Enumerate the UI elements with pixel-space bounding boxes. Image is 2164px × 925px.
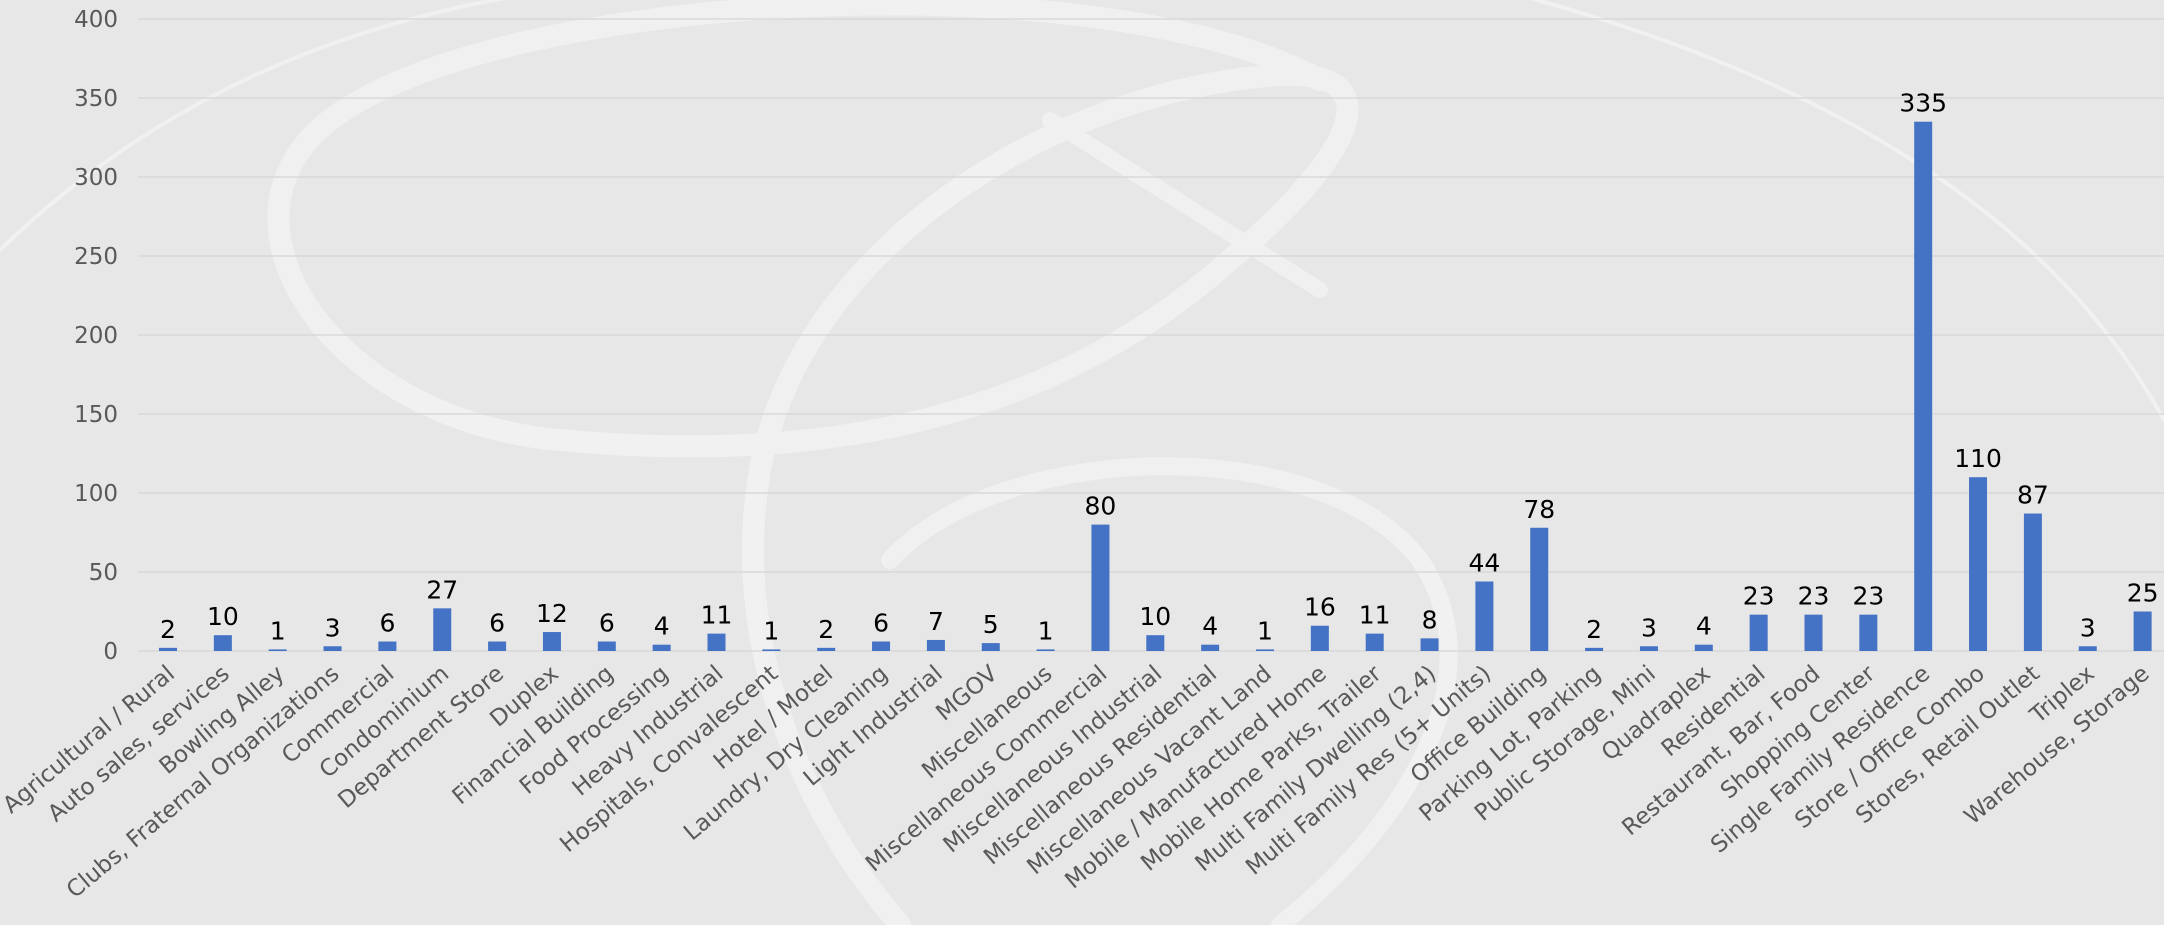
bar [652,644,671,651]
data-label: 3 [325,613,341,642]
data-label: 10 [1139,602,1171,631]
bar [1804,614,1823,651]
data-label: 23 [1743,582,1775,611]
bar [323,646,342,651]
bar [1201,644,1220,651]
data-label: 12 [536,599,568,628]
bar [1420,638,1439,651]
bars [159,121,2152,651]
bar [707,633,726,651]
bar [981,643,1000,651]
data-label: 2 [1586,615,1602,644]
bar [1530,527,1549,651]
y-tick-label: 0 [103,639,118,665]
data-label: 3 [2080,613,2096,642]
y-axis-tick-labels: 0 50 100 150 200 250 300 350 400 [74,7,118,665]
y-tick-label: 100 [74,481,118,507]
data-label: 1 [270,616,286,645]
bar [872,641,891,651]
bar [1694,644,1713,651]
bar [159,647,177,651]
data-label: 6 [599,609,615,638]
gridlines [138,18,2164,652]
data-label: 16 [1304,593,1336,622]
bar [1914,121,1933,651]
bar [1969,477,1988,651]
data-label: 4 [654,612,670,641]
bar [1585,647,1604,651]
y-tick-label: 300 [74,165,118,191]
data-label: 23 [1852,582,1884,611]
data-label: 6 [379,609,395,638]
bar [1036,649,1055,651]
data-label: 80 [1085,492,1117,521]
bar [542,632,561,651]
y-tick-label: 50 [89,560,118,586]
bar [1310,625,1329,651]
bar [1859,614,1878,651]
data-label: 2 [160,615,176,644]
data-label: 27 [426,575,458,604]
y-tick-label: 250 [74,244,118,270]
bar [1749,614,1768,651]
data-label: 1 [1257,616,1273,645]
data-label: 7 [928,607,944,636]
bar [213,635,232,651]
bar [433,608,452,651]
data-label: 335 [1899,89,1947,118]
y-tick-label: 400 [74,7,118,33]
data-label: 3 [1641,613,1657,642]
bar [378,641,397,651]
data-label: 4 [1696,612,1712,641]
bar [1146,635,1165,651]
bar [926,639,945,651]
y-tick-label: 150 [74,402,118,428]
data-label: 1 [763,616,779,645]
bar [1475,581,1494,651]
bar [597,641,616,651]
data-label: 10 [207,602,239,631]
data-label: 6 [873,609,889,638]
y-tick-label: 200 [74,323,118,349]
bar [1365,633,1384,651]
bar [268,649,287,651]
data-label: 5 [983,610,999,639]
data-label: 6 [489,609,505,638]
y-tick-label: 350 [74,86,118,112]
data-label: 110 [1954,444,2002,473]
data-label: 25 [2127,579,2159,608]
data-label: 23 [1798,582,1830,611]
bar [1091,524,1110,651]
data-label: 1 [1038,616,1054,645]
bar [762,649,781,651]
data-label: 44 [1468,548,1500,577]
bar [817,647,836,651]
bar [1256,649,1274,651]
bar [2133,611,2152,651]
bar [2023,513,2042,651]
bar [488,641,507,651]
data-label: 2 [818,615,834,644]
data-label: 4 [1202,612,1218,641]
data-label: 11 [701,601,733,630]
bar [1639,646,1658,651]
data-label: 8 [1422,605,1438,634]
data-label: 11 [1359,601,1391,630]
data-label: 87 [2017,481,2049,510]
data-label: 78 [1523,495,1555,524]
bar [2078,646,2097,651]
